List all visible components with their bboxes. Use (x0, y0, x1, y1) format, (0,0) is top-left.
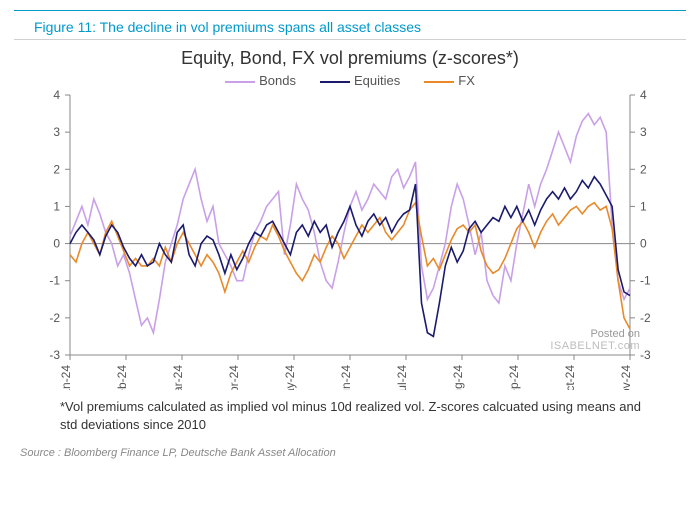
svg-text:-3: -3 (49, 348, 60, 362)
svg-text:0: 0 (640, 237, 647, 251)
svg-text:3: 3 (53, 125, 60, 139)
watermark-line1: Posted on (550, 328, 640, 340)
svg-text:3: 3 (640, 125, 647, 139)
svg-text:0: 0 (53, 237, 60, 251)
svg-text:-3: -3 (640, 348, 651, 362)
legend-item-fx: FX (424, 73, 475, 88)
watermark-line2: ISABELNET.com (550, 340, 640, 352)
svg-text:Jan-24: Jan-24 (59, 365, 73, 390)
svg-text:-1: -1 (640, 274, 651, 288)
svg-text:Sep-24: Sep-24 (507, 365, 521, 390)
chart-title: Equity, Bond, FX vol premiums (z-scores*… (0, 48, 700, 69)
svg-text:-1: -1 (49, 274, 60, 288)
svg-text:1: 1 (640, 199, 647, 213)
svg-text:Jun-24: Jun-24 (339, 365, 353, 390)
source-line: Source : Bloomberg Finance LP, Deutsche … (20, 447, 680, 459)
svg-text:Nov-24: Nov-24 (619, 365, 633, 390)
svg-text:-2: -2 (640, 311, 651, 325)
svg-text:2: 2 (53, 162, 60, 176)
svg-text:Mar-24: Mar-24 (171, 365, 185, 390)
legend-item-bonds: Bonds (225, 73, 296, 88)
svg-text:-2: -2 (49, 311, 60, 325)
watermark: Posted on ISABELNET.com (550, 328, 640, 352)
svg-text:May-24: May-24 (283, 365, 297, 390)
svg-text:4: 4 (640, 90, 647, 102)
line-chart: -3 -3 -2 -2 -1 -1 0 0 1 1 2 2 3 3 4 4 Jan-24 Feb-24 Mar-24… (20, 90, 680, 390)
svg-text:2: 2 (640, 162, 647, 176)
legend-item-equities: Equities (320, 73, 400, 88)
svg-text:Apr-24: Apr-24 (227, 365, 241, 390)
svg-text:Feb-24: Feb-24 (115, 365, 129, 390)
svg-text:4: 4 (53, 90, 60, 102)
svg-text:Aug-24: Aug-24 (451, 365, 465, 390)
legend: Bonds Equities FX (0, 73, 700, 88)
svg-text:Oct-24: Oct-24 (563, 365, 577, 390)
figure-title: Figure 11: The decline in vol premiums s… (14, 10, 686, 40)
svg-text:Jul-24: Jul-24 (395, 365, 409, 390)
footnote: *Vol premiums calculated as implied vol … (60, 398, 660, 433)
svg-text:1: 1 (53, 199, 60, 213)
